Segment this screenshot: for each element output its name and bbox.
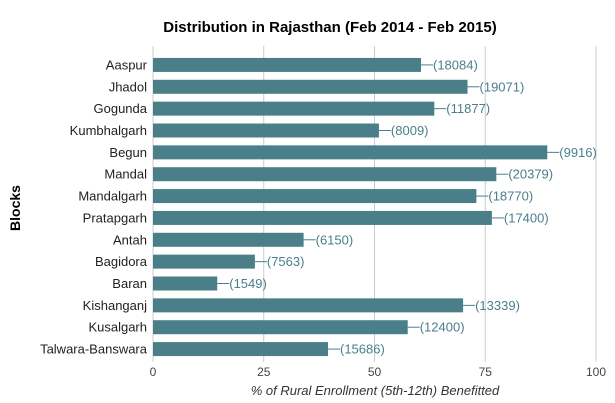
x-tick-label: 50 [368, 365, 382, 379]
bar [153, 189, 477, 204]
category-label: Jhadol [109, 79, 147, 94]
data-label: (1549) [229, 276, 267, 291]
bar [153, 210, 492, 225]
bar [153, 57, 422, 72]
data-label: (8009) [391, 123, 429, 138]
category-label: Pratapgarh [83, 210, 147, 225]
data-label: (15686) [340, 342, 385, 357]
category-label: Kishanganj [83, 298, 147, 313]
x-tick-label: 75 [479, 365, 493, 379]
data-label: (7563) [267, 254, 305, 269]
x-tick-labels: 0 25 50 75 100 [150, 365, 607, 379]
data-label: (6150) [316, 232, 354, 247]
data-label: (20379) [508, 167, 553, 182]
data-label: (17400) [504, 210, 549, 225]
chart-title: Distribution in Rajasthan (Feb 2014 - Fe… [163, 19, 496, 36]
category-label: Baran [112, 276, 147, 291]
category-label: Talwara-Banswara [40, 342, 148, 357]
bar [153, 123, 379, 138]
bars [153, 57, 548, 357]
data-label: (12400) [420, 320, 465, 335]
bar [153, 79, 468, 94]
bar [153, 101, 435, 116]
data-label: (19071) [480, 79, 525, 94]
category-label: Kumbhalgarh [70, 123, 147, 138]
data-label: (9916) [559, 145, 597, 160]
y-axis-label: Blocks [7, 185, 23, 231]
data-label: (13339) [475, 298, 520, 313]
bar [153, 167, 497, 182]
x-tick-label: 100 [586, 365, 606, 379]
category-label: Antah [113, 232, 147, 247]
data-label: (18770) [488, 189, 533, 204]
bar [153, 254, 255, 269]
data-label: (18084) [433, 57, 478, 72]
data-labels: (18084)(19071) (11877) (8009) (9916) (20379)… [217, 57, 597, 357]
category-label: Begun [109, 145, 147, 160]
category-labels: Aaspur Jhadol Gogunda Kumbhalgarh Begun Manda… [40, 57, 148, 356]
bar [153, 276, 218, 291]
category-label: Mandalgarh [78, 189, 147, 204]
category-label: Kusalgarh [88, 320, 147, 335]
bar [153, 342, 328, 357]
data-label: (11877) [446, 101, 490, 116]
bar [153, 145, 548, 160]
category-label: Mandal [104, 167, 147, 182]
category-label: Gogunda [94, 101, 148, 116]
x-axis-label: % of Rural Enrollment (5th-12th) Benefit… [251, 383, 500, 398]
bar [153, 320, 408, 335]
bar [153, 232, 304, 247]
category-label: Aaspur [106, 57, 148, 72]
category-label: Bagidora [95, 254, 148, 269]
x-tick-label: 0 [150, 365, 157, 379]
bar [153, 298, 464, 313]
x-tick-label: 25 [257, 365, 271, 379]
